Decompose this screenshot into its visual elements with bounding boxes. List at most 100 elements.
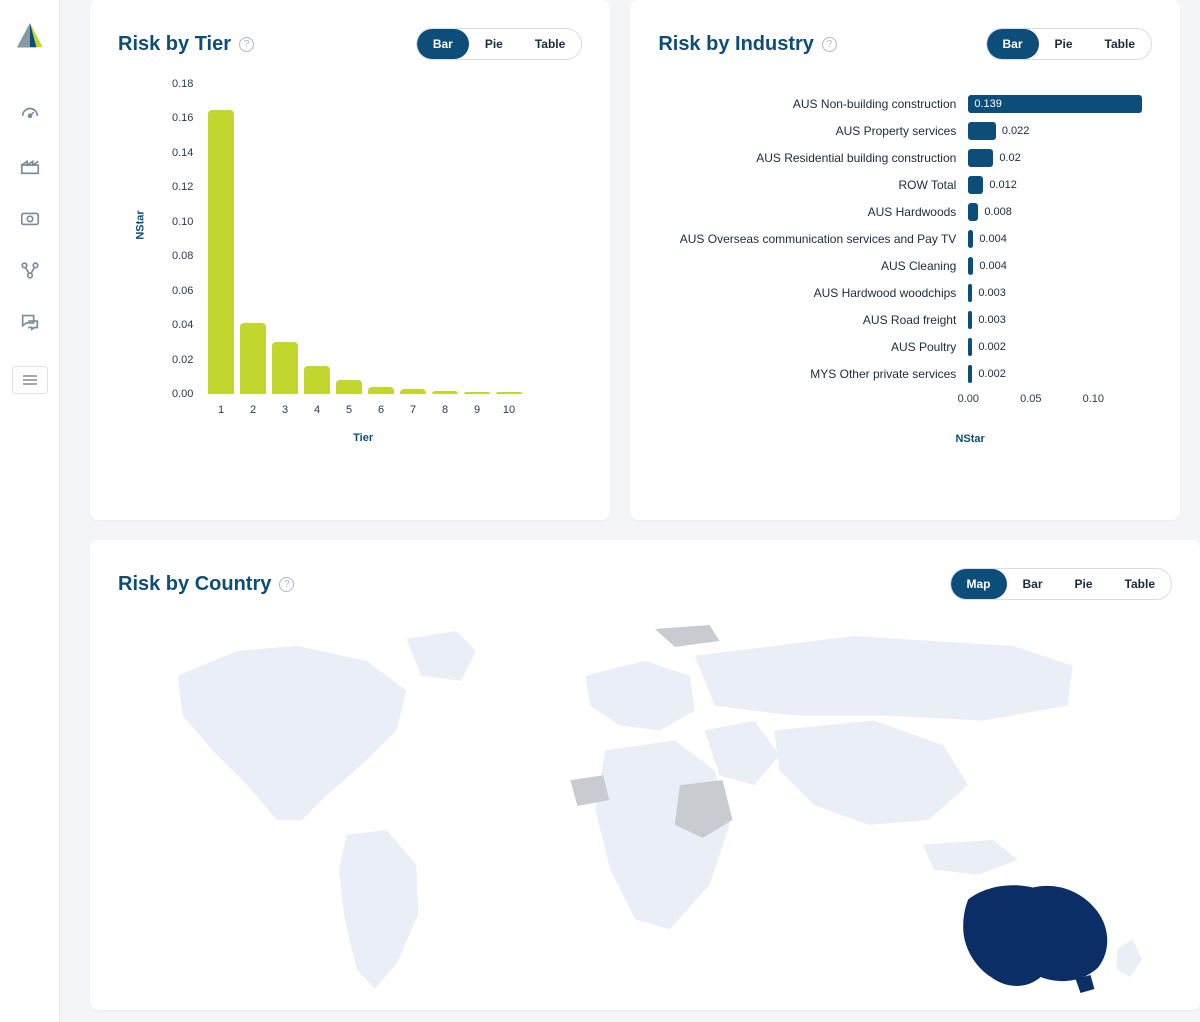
industry-bar[interactable]: 0.008 bbox=[968, 203, 978, 221]
inbox-icon[interactable] bbox=[18, 206, 42, 230]
industry-row-label: AUS Cleaning bbox=[658, 259, 968, 273]
tier-bar[interactable] bbox=[208, 110, 234, 394]
tier-bar[interactable] bbox=[272, 342, 298, 394]
tier-ytick: 0.14 bbox=[172, 147, 193, 159]
industry-row: AUS Non-building construction0.139 bbox=[658, 90, 1152, 117]
tier-ytick: 0.00 bbox=[172, 388, 193, 400]
tier-view-pie[interactable]: Pie bbox=[469, 29, 519, 59]
industry-bar[interactable]: 0.022 bbox=[968, 122, 996, 140]
industry-bar[interactable]: 0.002 bbox=[968, 338, 972, 356]
tier-bar[interactable] bbox=[400, 389, 426, 394]
industry-row-label: AUS Poultry bbox=[658, 340, 968, 354]
industry-row: MYS Other private services0.002 bbox=[658, 360, 1152, 387]
tier-ytick: 0.10 bbox=[172, 216, 193, 228]
tier-ytick: 0.16 bbox=[172, 112, 193, 124]
industry-row: AUS Cleaning0.004 bbox=[658, 252, 1152, 279]
industry-bar[interactable]: 0.02 bbox=[968, 149, 993, 167]
tier-bar[interactable] bbox=[464, 392, 490, 394]
chat-icon[interactable] bbox=[18, 310, 42, 334]
industry-row: AUS Poultry0.002 bbox=[658, 333, 1152, 360]
industry-icon[interactable] bbox=[18, 154, 42, 178]
industry-value: 0.139 bbox=[974, 98, 1002, 110]
industry-bar[interactable]: 0.139 bbox=[968, 95, 1142, 113]
industry-row: ROW Total0.012 bbox=[658, 171, 1152, 198]
industry-bar[interactable]: 0.004 bbox=[968, 257, 973, 275]
industry-xtick: 0.00 bbox=[958, 393, 979, 405]
tier-bar-chart: NStar 0.000.020.040.060.080.100.120.140.… bbox=[144, 84, 582, 444]
sidebar bbox=[0, 0, 60, 1022]
industry-row: AUS Overseas communication services and … bbox=[658, 225, 1152, 252]
industry-row-label: MYS Other private services bbox=[658, 367, 968, 381]
industry-row-label: AUS Road freight bbox=[658, 313, 968, 327]
main-content: Risk by Tier ? BarPieTable NStar 0.000.0… bbox=[60, 0, 1200, 1022]
industry-value: 0.002 bbox=[978, 368, 1006, 380]
industry-value: 0.003 bbox=[978, 287, 1006, 299]
industry-view-table[interactable]: Table bbox=[1089, 29, 1151, 59]
risk-by-country-card: Risk by Country ? MapBarPieTable bbox=[90, 540, 1200, 1010]
industry-row: AUS Hardwood woodchips0.003 bbox=[658, 279, 1152, 306]
industry-row-label: ROW Total bbox=[658, 178, 968, 192]
industry-value: 0.003 bbox=[978, 314, 1006, 326]
tier-ytick: 0.18 bbox=[172, 78, 193, 90]
industry-bar[interactable]: 0.004 bbox=[968, 230, 973, 248]
industry-row: AUS Residential building construction0.0… bbox=[658, 144, 1152, 171]
help-icon[interactable]: ? bbox=[239, 37, 254, 52]
country-view-table[interactable]: Table bbox=[1109, 569, 1171, 599]
country-title-text: Risk by Country bbox=[118, 573, 271, 596]
industry-value: 0.012 bbox=[989, 179, 1017, 191]
tier-card-title: Risk by Tier ? bbox=[118, 33, 254, 56]
tier-bar[interactable] bbox=[496, 392, 522, 394]
industry-row-label: AUS Property services bbox=[658, 124, 968, 138]
tier-xtick: 9 bbox=[464, 404, 490, 416]
help-icon[interactable]: ? bbox=[822, 37, 837, 52]
tier-bar[interactable] bbox=[432, 391, 458, 394]
risk-by-tier-card: Risk by Tier ? BarPieTable NStar 0.000.0… bbox=[90, 0, 610, 520]
country-view-pie[interactable]: Pie bbox=[1059, 569, 1109, 599]
industry-value: 0.022 bbox=[1002, 125, 1030, 137]
industry-bar[interactable]: 0.003 bbox=[968, 311, 972, 329]
country-view-toggle: MapBarPieTable bbox=[950, 568, 1172, 600]
tier-xtick: 2 bbox=[240, 404, 266, 416]
tier-view-bar[interactable]: Bar bbox=[417, 29, 469, 59]
connections-icon[interactable] bbox=[18, 258, 42, 282]
industry-bar[interactable]: 0.012 bbox=[968, 176, 983, 194]
help-icon[interactable]: ? bbox=[279, 577, 294, 592]
industry-row-label: AUS Hardwoods bbox=[658, 205, 968, 219]
industry-xlabel: NStar bbox=[788, 433, 1152, 445]
industry-value: 0.004 bbox=[979, 233, 1007, 245]
tier-bar[interactable] bbox=[304, 366, 330, 394]
tier-ytick: 0.06 bbox=[172, 285, 193, 297]
sidebar-collapse-button[interactable] bbox=[12, 366, 48, 394]
tier-xtick: 5 bbox=[336, 404, 362, 416]
industry-bar[interactable]: 0.002 bbox=[968, 365, 972, 383]
industry-row: AUS Property services0.022 bbox=[658, 117, 1152, 144]
country-view-bar[interactable]: Bar bbox=[1007, 569, 1059, 599]
industry-view-toggle: BarPieTable bbox=[986, 28, 1152, 60]
industry-row-label: AUS Residential building construction bbox=[658, 151, 968, 165]
industry-bar[interactable]: 0.003 bbox=[968, 284, 972, 302]
tier-xtick: 6 bbox=[368, 404, 394, 416]
industry-xtick: 0.10 bbox=[1083, 393, 1104, 405]
country-view-map[interactable]: Map bbox=[951, 569, 1007, 599]
industry-value: 0.02 bbox=[999, 152, 1020, 164]
app-logo bbox=[14, 20, 46, 52]
industry-value: 0.008 bbox=[984, 206, 1012, 218]
tier-view-table[interactable]: Table bbox=[519, 29, 581, 59]
tier-ytick: 0.12 bbox=[172, 181, 193, 193]
industry-card-title: Risk by Industry ? bbox=[658, 33, 837, 56]
tier-xtick: 10 bbox=[496, 404, 522, 416]
industry-value: 0.004 bbox=[979, 260, 1007, 272]
tier-bar[interactable] bbox=[368, 387, 394, 394]
world-map[interactable] bbox=[118, 620, 1172, 1000]
tier-xlabel: Tier bbox=[144, 432, 582, 444]
dashboard-icon[interactable] bbox=[18, 102, 42, 126]
tier-xtick: 3 bbox=[272, 404, 298, 416]
tier-xtick: 8 bbox=[432, 404, 458, 416]
tier-ytick: 0.08 bbox=[172, 250, 193, 262]
tier-bar[interactable] bbox=[336, 380, 362, 394]
industry-xtick: 0.05 bbox=[1020, 393, 1041, 405]
industry-view-pie[interactable]: Pie bbox=[1039, 29, 1089, 59]
tier-ytick: 0.02 bbox=[172, 354, 193, 366]
industry-view-bar[interactable]: Bar bbox=[987, 29, 1039, 59]
tier-bar[interactable] bbox=[240, 323, 266, 394]
